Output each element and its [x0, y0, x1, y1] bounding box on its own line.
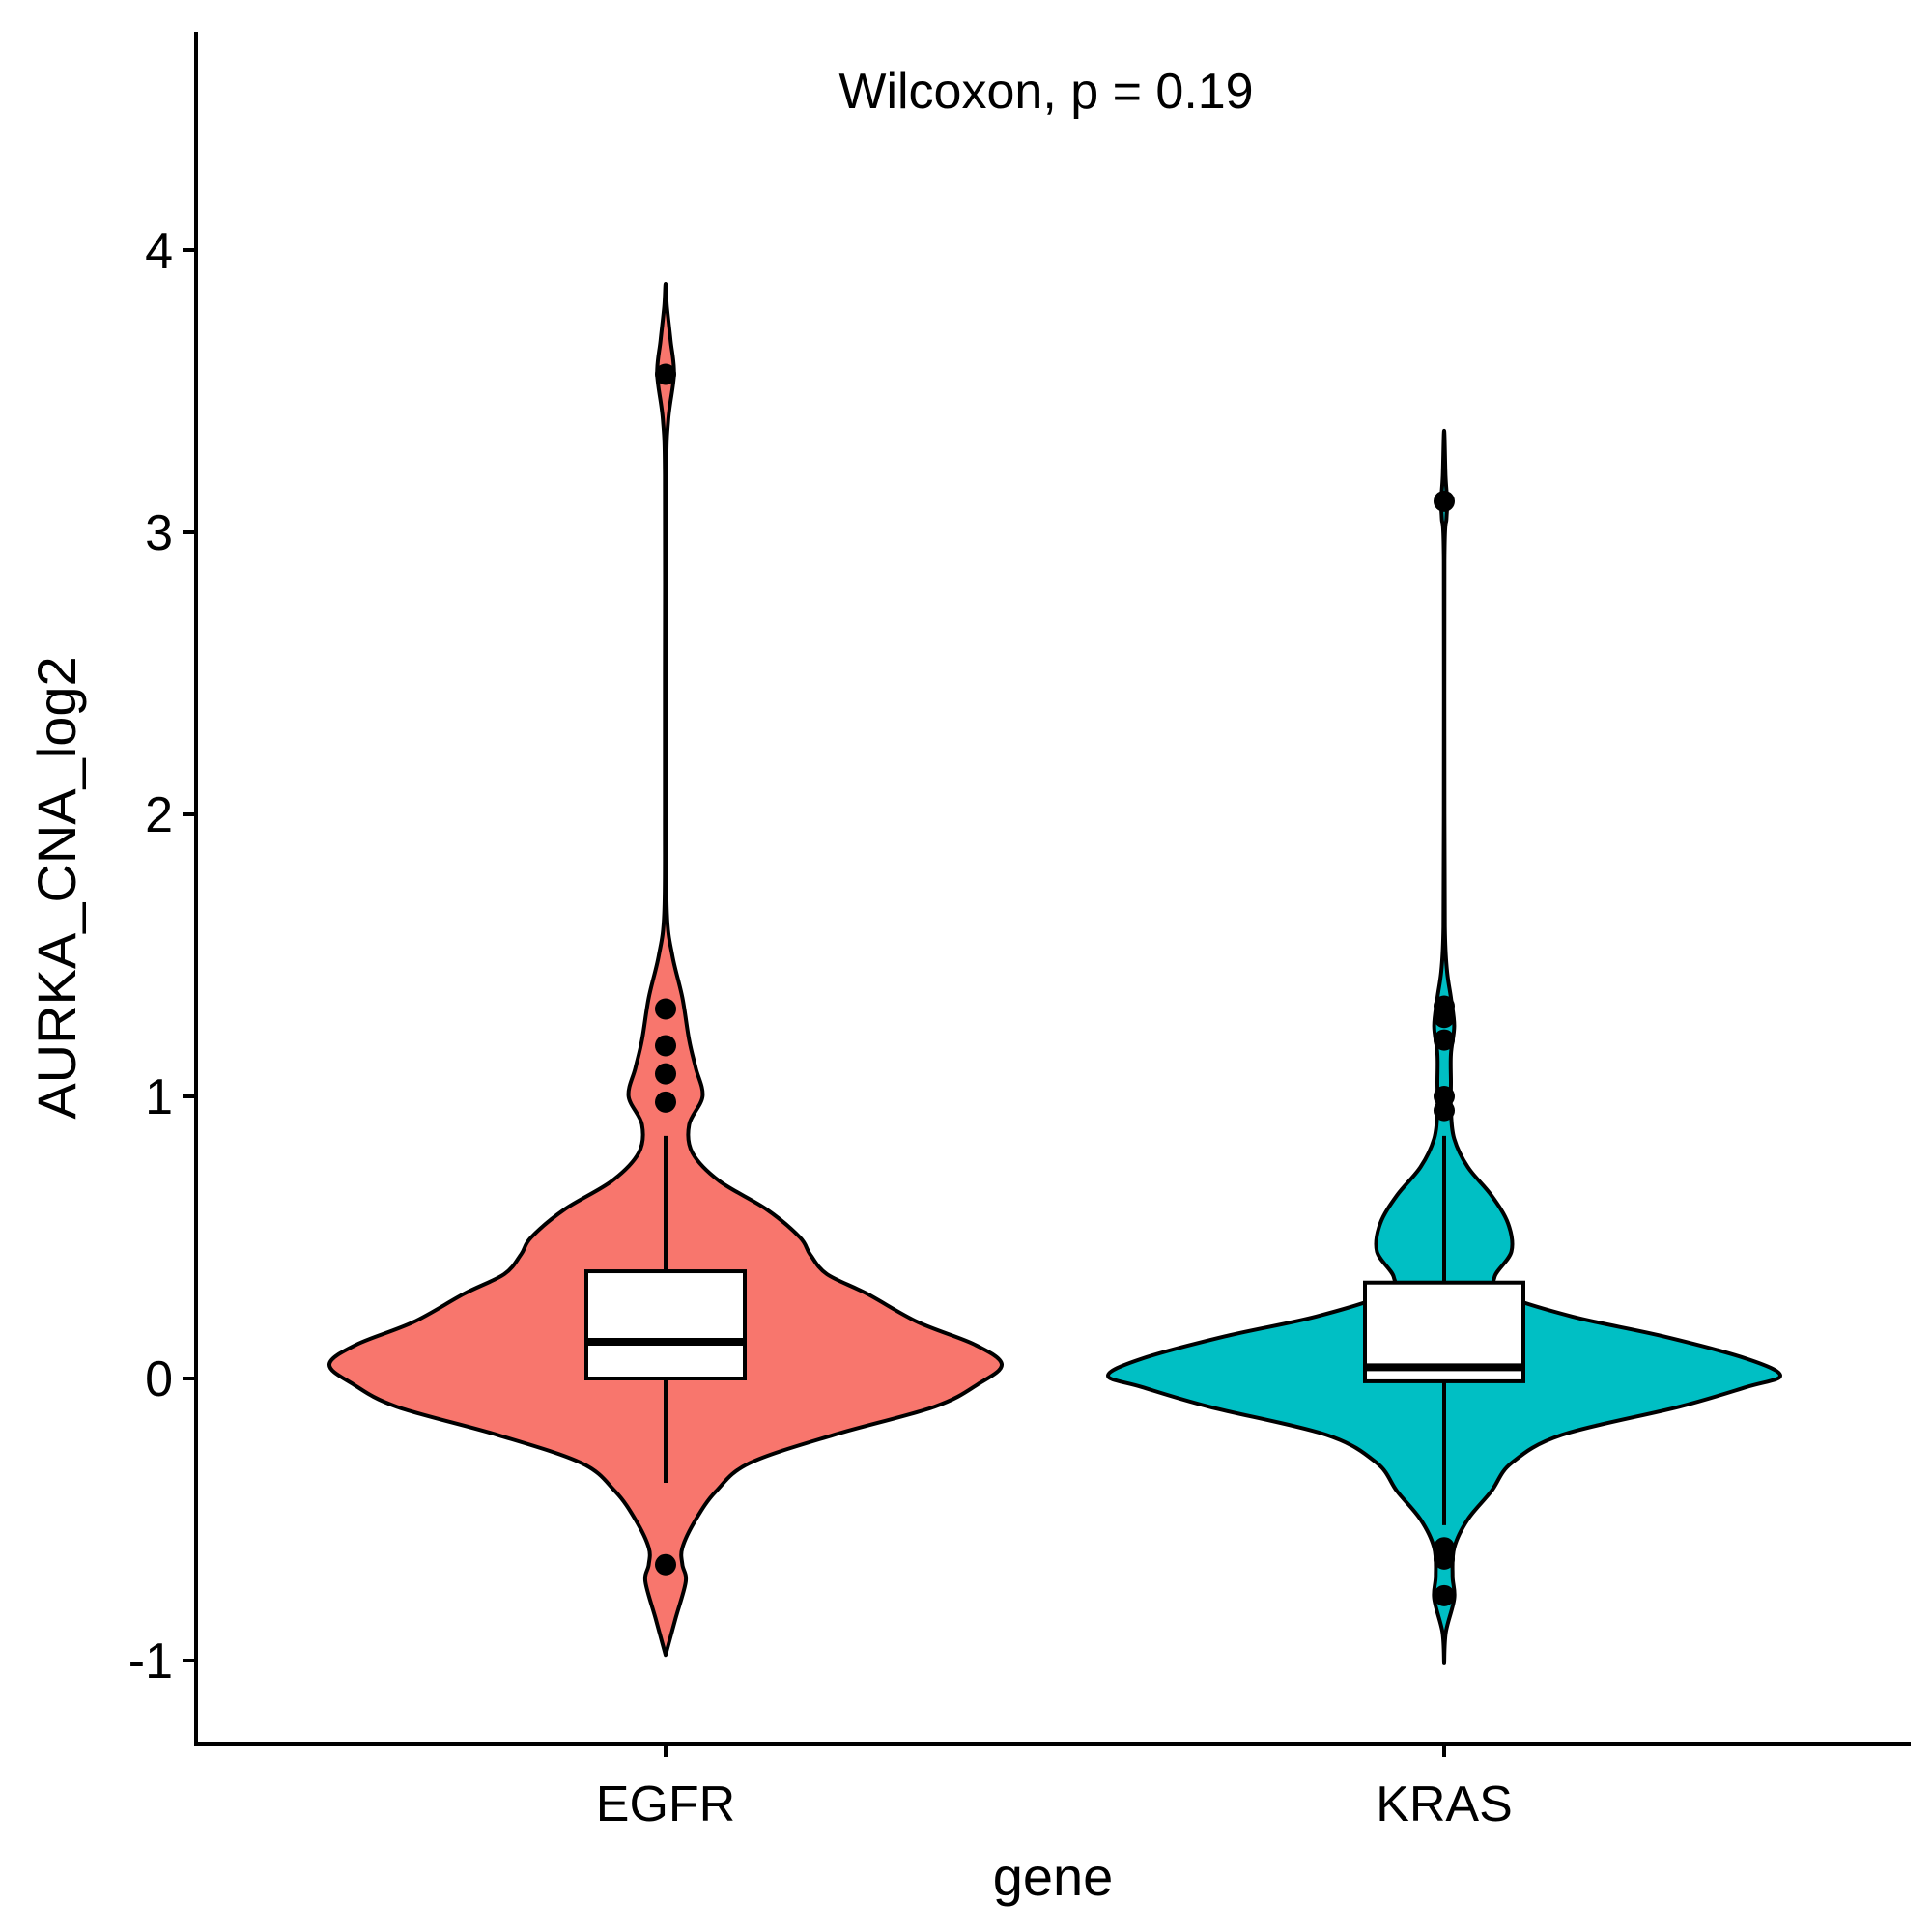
y-tick-label: 2: [145, 787, 173, 843]
outlier-point: [1434, 995, 1455, 1017]
violin-egfr: [327, 282, 1004, 1658]
y-axis-title: AURKA_CNA_log2: [26, 656, 87, 1119]
y-tick-label: 4: [145, 223, 173, 279]
outlier-point: [1434, 1086, 1455, 1107]
axes: [194, 32, 1911, 1746]
outlier-point: [1434, 1537, 1455, 1559]
x-axis-title: gene: [993, 1846, 1114, 1907]
outlier-point: [655, 363, 676, 385]
x-tick-label-egfr: EGFR: [596, 1776, 735, 1833]
wilcoxon-annotation: Wilcoxon, p = 0.19: [838, 64, 1253, 120]
violin-group-kras: [1106, 428, 1782, 1665]
y-tick-label: 0: [145, 1351, 173, 1407]
outlier-point: [655, 1035, 676, 1057]
outlier-point: [655, 1091, 676, 1113]
outlier-point: [655, 998, 676, 1020]
y-tick-label: 3: [145, 505, 173, 561]
outlier-point: [1434, 1584, 1455, 1606]
x-tick-label-kras: KRAS: [1376, 1776, 1513, 1833]
outlier-point: [655, 1553, 676, 1576]
y-ticks: -1 0 1 2 3 4: [128, 223, 196, 1690]
y-tick-label: 1: [145, 1069, 173, 1125]
violin-layer: [327, 282, 1782, 1665]
violin-group-egfr: [327, 282, 1004, 1658]
outlier-point: [1434, 490, 1455, 512]
outlier-point: [1434, 1029, 1455, 1051]
x-ticks: EGFR KRAS: [596, 1744, 1513, 1833]
outlier-point: [655, 1063, 676, 1085]
y-tick-label: -1: [128, 1634, 173, 1690]
box-egfr: [584, 1269, 747, 1381]
